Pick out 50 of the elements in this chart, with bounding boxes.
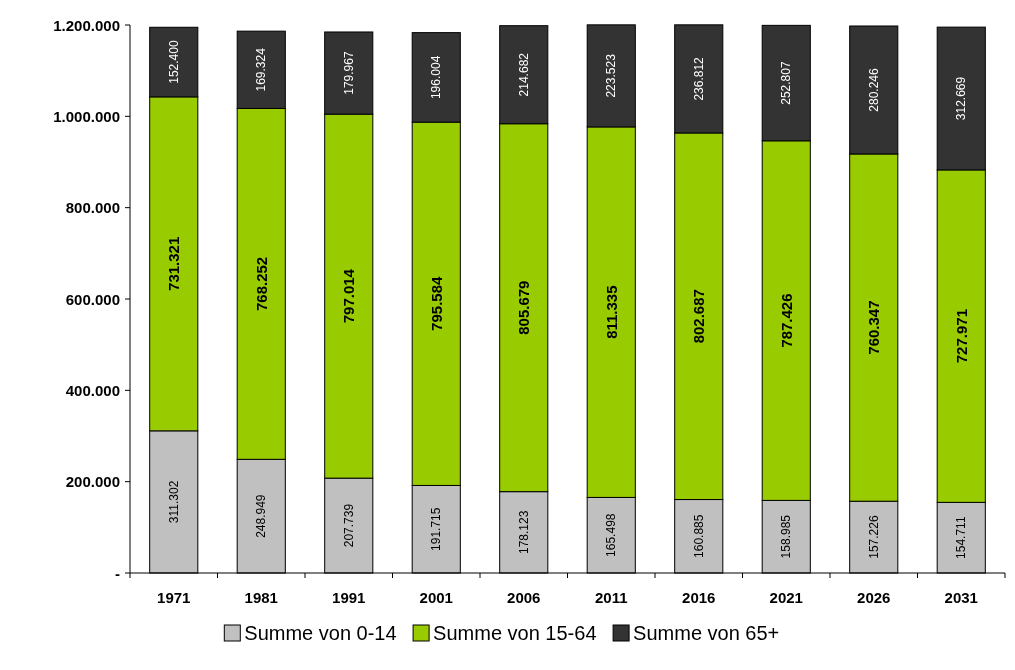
data-label: 236.812 <box>691 56 706 101</box>
data-label: 154.711 <box>954 516 969 559</box>
x-tick-label: 2011 <box>594 589 628 606</box>
y-tick-label: 1.200.000 <box>53 16 120 34</box>
y-tick-label: 400.000 <box>65 381 120 399</box>
x-tick-label: 2006 <box>507 589 541 606</box>
data-label: 191.715 <box>429 507 444 551</box>
data-label: 811.335 <box>602 285 620 339</box>
data-label: 760.347 <box>865 300 883 355</box>
data-label: 152.400 <box>166 40 181 84</box>
data-label: 169.324 <box>254 47 269 92</box>
data-label: 196.004 <box>429 55 444 100</box>
data-label: 805.679 <box>515 280 533 335</box>
data-label: 252.807 <box>779 61 794 105</box>
data-label: 178.123 <box>516 510 531 555</box>
data-label: 787.426 <box>777 293 795 348</box>
y-tick-label: 1.000.000 <box>53 107 120 125</box>
data-label: 312.669 <box>954 76 969 121</box>
data-label: 727.971 <box>952 309 970 364</box>
x-tick-label: 1981 <box>244 589 278 606</box>
x-tick-label: 2016 <box>682 589 716 606</box>
x-tick-label: 2021 <box>769 589 803 606</box>
data-label: 248.949 <box>254 494 269 538</box>
data-label: 223.523 <box>604 53 619 98</box>
data-label: 158.985 <box>779 514 794 559</box>
data-label: 768.252 <box>252 256 270 312</box>
y-tick-label: - <box>115 564 120 582</box>
data-label: 797.014 <box>340 268 358 324</box>
data-label: 731.321 <box>165 236 183 291</box>
data-label: 311.302 <box>166 480 181 524</box>
data-label: 214.682 <box>516 52 531 97</box>
data-label: 157.226 <box>866 515 881 559</box>
data-label: 795.584 <box>427 276 445 331</box>
x-tick-label: 2031 <box>944 589 978 606</box>
y-tick-label: 200.000 <box>65 473 120 491</box>
legend-label: Summe von 0-14 <box>244 622 397 644</box>
x-tick-label: 1991 <box>332 589 366 606</box>
y-tick-label: 800.000 <box>65 199 120 217</box>
data-label: 179.967 <box>341 51 356 95</box>
data-label: 207.739 <box>341 503 356 548</box>
y-tick-label: 600.000 <box>65 290 120 308</box>
x-tick-label: 2001 <box>419 589 453 606</box>
data-label: 802.687 <box>690 289 708 344</box>
x-tick-label: 2026 <box>857 589 891 606</box>
legend-label: Summe von 65+ <box>633 622 780 644</box>
data-label: 160.885 <box>691 514 706 558</box>
data-label: 280.246 <box>866 67 881 112</box>
legend-label: Summe von 15-64 <box>433 622 597 644</box>
x-tick-label: 1971 <box>157 589 191 606</box>
data-label: 165.498 <box>604 513 619 557</box>
